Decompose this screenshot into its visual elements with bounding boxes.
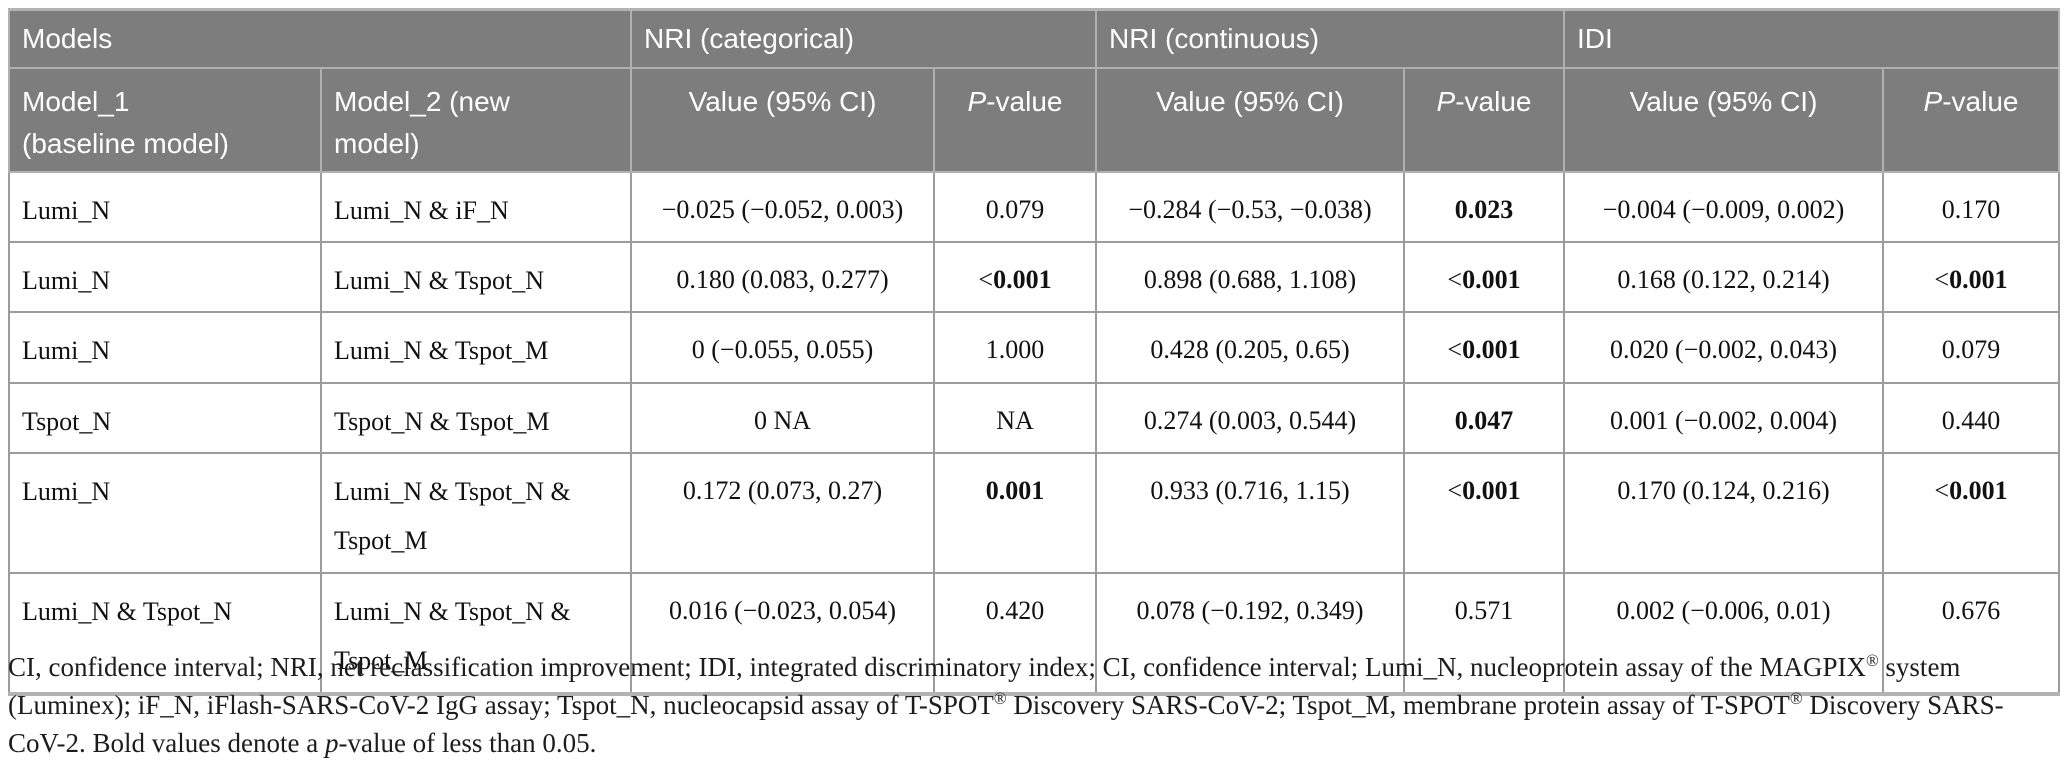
idi-pvalue-cell: 0.079 — [1882, 311, 2061, 384]
model1-cell: Lumi_N & Tspot_N — [8, 571, 322, 695]
table-row: Lumi_N & Tspot_N Lumi_N & Tspot_N & Tspo… — [8, 571, 2061, 695]
model2-cell: Tspot_N & Tspot_M — [319, 381, 633, 455]
group-header-models: Models — [7, 8, 633, 69]
idi-value-cell: −0.004 (−0.009, 0.002) — [1563, 170, 1885, 243]
group-header-row: Models NRI (categorical) NRI (continuous… — [7, 8, 2061, 69]
model2-cell: Lumi_N & Tspot_M — [319, 311, 633, 384]
nri-continuous-pvalue-cell: <0.001 — [1403, 452, 1566, 574]
table-row: Lumi_N Lumi_N & Tspot_N & Tspot_M 0.172 … — [8, 452, 2061, 574]
nri-continuous-pvalue-cell: 0.047 — [1403, 381, 1566, 455]
nri-categorical-value-cell: 0.172 (0.073, 0.27) — [630, 452, 936, 574]
idi-pvalue-cell: 0.676 — [1882, 571, 2061, 695]
model1-cell: Tspot_N — [8, 381, 322, 455]
idi-value-cell: 0.002 (−0.006, 0.01) — [1563, 571, 1885, 695]
model1-cell: Lumi_N — [8, 170, 322, 243]
nri-categorical-pvalue-cell: 1.000 — [933, 311, 1098, 384]
col-header-idi-pvalue: P-value — [1882, 66, 2061, 173]
table-row: Lumi_N Lumi_N & Tspot_N 0.180 (0.083, 0.… — [8, 240, 2061, 314]
nri-categorical-value-cell: 0.180 (0.083, 0.277) — [630, 240, 936, 314]
model2-cell: Lumi_N & Tspot_N — [319, 240, 633, 314]
model2-cell: Lumi_N & iF_N — [319, 170, 633, 243]
nri-categorical-pvalue-cell: NA — [933, 381, 1098, 455]
group-header-nri-categorical: NRI (categorical) — [630, 8, 1098, 69]
nri-categorical-pvalue-cell: 0.079 — [933, 170, 1098, 243]
col-header-model2: Model_2 (new model) — [319, 66, 633, 173]
nri-categorical-value-cell: 0 (−0.055, 0.055) — [630, 311, 936, 384]
col-header-nri-cat-value: Value (95% CI) — [630, 66, 936, 173]
col-header-nri-cont-value: Value (95% CI) — [1095, 66, 1406, 173]
idi-value-cell: 0.168 (0.122, 0.214) — [1563, 240, 1885, 314]
nri-continuous-value-cell: −0.284 (−0.53, −0.038) — [1095, 170, 1406, 243]
nri-continuous-value-cell: 0.274 (0.003, 0.544) — [1095, 381, 1406, 455]
nri-continuous-pvalue-cell: <0.001 — [1403, 240, 1566, 314]
table-row: Lumi_N Lumi_N & iF_N −0.025 (−0.052, 0.0… — [8, 170, 2061, 243]
nri-categorical-value-cell: 0.016 (−0.023, 0.054) — [630, 571, 936, 695]
nri-categorical-pvalue-cell: <0.001 — [933, 240, 1098, 314]
group-header-nri-continuous: NRI (continuous) — [1095, 8, 1566, 69]
nri-continuous-value-cell: 0.428 (0.205, 0.65) — [1095, 311, 1406, 384]
table-row: Lumi_N Lumi_N & Tspot_M 0 (−0.055, 0.055… — [8, 311, 2061, 384]
group-header-idi: IDI — [1563, 8, 2061, 69]
nri-continuous-pvalue-cell: 0.023 — [1403, 170, 1566, 243]
nri-continuous-value-cell: 0.898 (0.688, 1.108) — [1095, 240, 1406, 314]
table-row: Tspot_N Tspot_N & Tspot_M 0 NA NA 0.274 … — [8, 381, 2061, 455]
nri-continuous-value-cell: 0.933 (0.716, 1.15) — [1095, 452, 1406, 574]
table-footnote: CI, confidence interval; NRI, net reclas… — [8, 651, 2004, 758]
col-header-model1: Model_1 (baseline model) — [8, 66, 322, 173]
nri-continuous-value-cell: 0.078 (−0.192, 0.349) — [1095, 571, 1406, 695]
nri-categorical-value-cell: −0.025 (−0.052, 0.003) — [630, 170, 936, 243]
results-table: Models NRI (categorical) NRI (continuous… — [7, 8, 2061, 696]
idi-pvalue-cell: 0.440 — [1882, 381, 2061, 455]
model2-cell: Lumi_N & Tspot_N & Tspot_M — [319, 571, 633, 695]
model1-cell: Lumi_N — [8, 311, 322, 384]
nri-categorical-pvalue-cell: 0.001 — [933, 452, 1098, 574]
nri-continuous-pvalue-cell: 0.571 — [1403, 571, 1566, 695]
nri-categorical-pvalue-cell: 0.420 — [933, 571, 1098, 695]
model2-cell: Lumi_N & Tspot_N & Tspot_M — [319, 452, 633, 574]
col-header-nri-cat-pvalue: P-value — [933, 66, 1098, 173]
col-header-idi-value: Value (95% CI) — [1563, 66, 1885, 173]
table-body: Lumi_N Lumi_N & iF_N −0.025 (−0.052, 0.0… — [8, 170, 2061, 695]
idi-value-cell: 0.001 (−0.002, 0.004) — [1563, 381, 1885, 455]
idi-value-cell: 0.170 (0.124, 0.216) — [1563, 452, 1885, 574]
model1-cell: Lumi_N — [8, 452, 322, 574]
col-header-nri-cont-pvalue: P-value — [1403, 66, 1566, 173]
idi-pvalue-cell: <0.001 — [1882, 240, 2061, 314]
nri-categorical-value-cell: 0 NA — [630, 381, 936, 455]
table-header: Models NRI (categorical) NRI (continuous… — [7, 8, 2061, 173]
idi-pvalue-cell: <0.001 — [1882, 452, 2061, 574]
sub-header-row: Model_1 (baseline model) Model_2 (new mo… — [8, 66, 2061, 173]
nri-continuous-pvalue-cell: <0.001 — [1403, 311, 1566, 384]
idi-value-cell: 0.020 (−0.002, 0.043) — [1563, 311, 1885, 384]
model1-cell: Lumi_N — [8, 240, 322, 314]
idi-pvalue-cell: 0.170 — [1882, 170, 2061, 243]
